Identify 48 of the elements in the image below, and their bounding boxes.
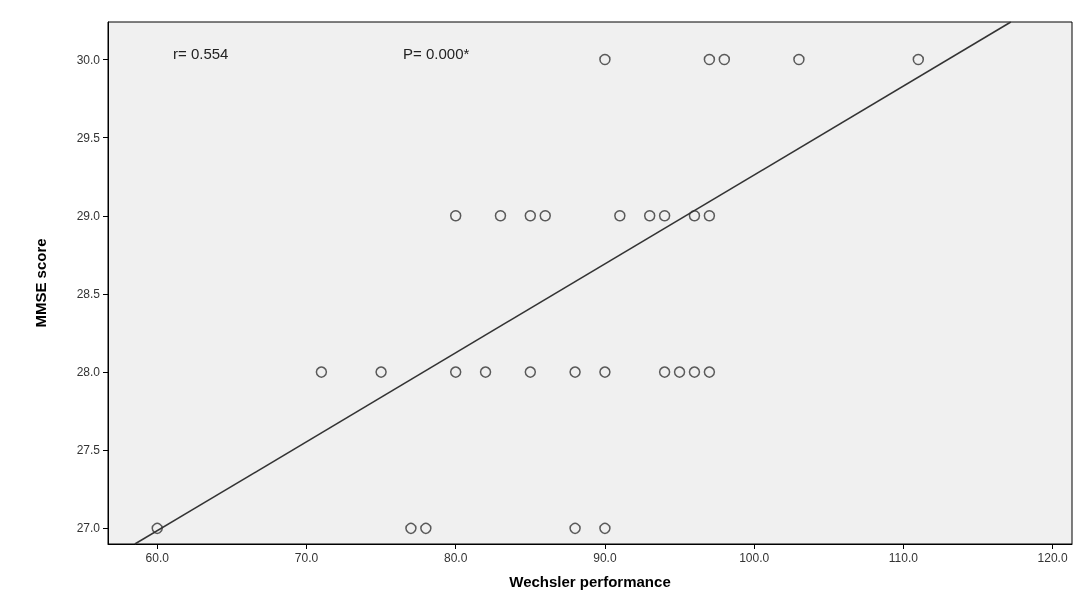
point [599,53,611,66]
point [643,210,656,222]
point [599,522,611,535]
point [524,366,537,378]
y-tick-label: 28.5 [76,286,101,301]
point [569,366,581,378]
point [599,366,611,378]
point [569,522,581,535]
point [688,210,701,222]
y-tick-label: 28.0 [76,365,101,380]
x-tick-label: 120.0 [1037,551,1068,565]
y-axis-title: MMSE score [32,238,49,328]
y-tick-label: 29.0 [76,208,101,223]
point [703,53,716,66]
point [449,366,462,378]
y-tick-label: 30.0 [76,52,101,67]
point [524,210,537,222]
point [315,366,328,378]
y-tick-label: 27.5 [76,443,101,458]
point [703,366,716,378]
annotation: P= 0.000* [403,45,470,62]
x-axis-title: Wechsler performance [509,573,671,590]
point [658,366,671,378]
point [449,210,462,222]
point [673,366,686,378]
point [793,53,805,66]
point [375,366,387,378]
point [539,210,551,222]
x-tick-label: 80.0 [444,551,468,565]
point [718,53,731,66]
point [494,210,507,222]
point [688,366,701,378]
point [405,522,417,535]
x-tick-label: 90.0 [593,551,617,565]
annotation: r= 0.554 [173,45,229,62]
y-tick-label: 27.0 [76,521,101,536]
x-tick-label: 110.0 [888,551,919,565]
y-tick-label: 29.5 [76,130,101,145]
x-tick-label: 100.0 [739,551,770,565]
x-tick-label: 70.0 [294,551,319,565]
point [479,366,492,378]
point [658,210,671,222]
point [703,210,716,222]
point [912,53,925,66]
point [151,522,163,535]
point [420,522,432,535]
point [614,210,626,222]
x-tick-label: 60.0 [145,551,170,565]
